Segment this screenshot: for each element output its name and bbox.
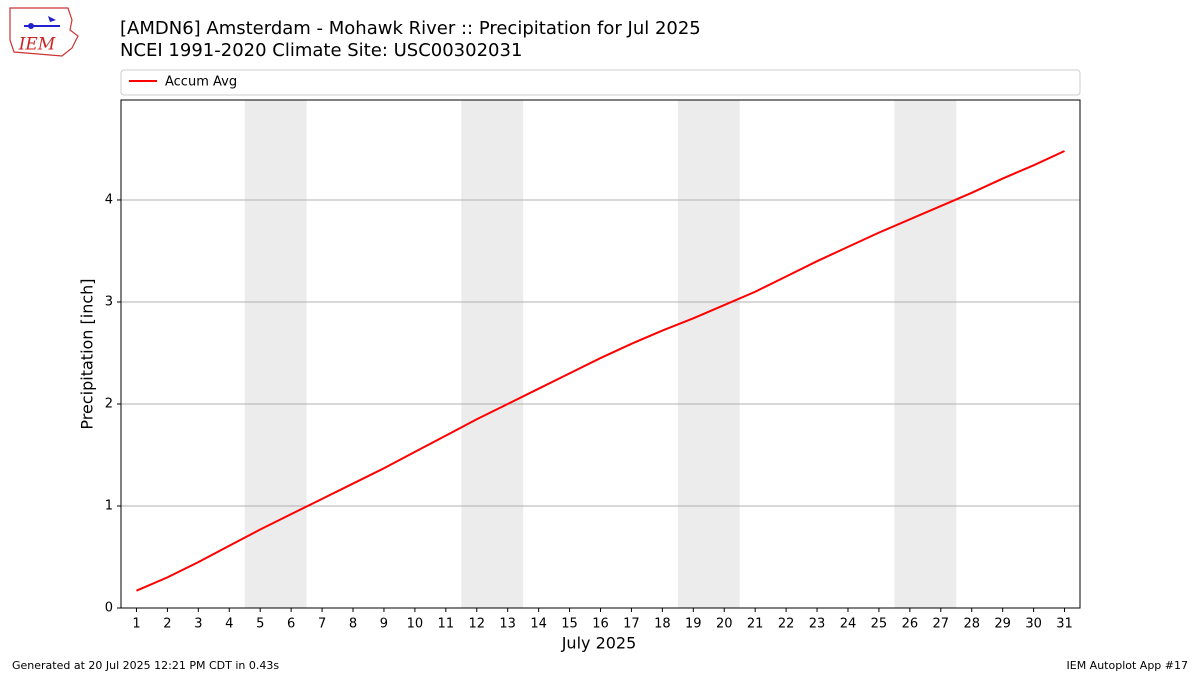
legend-label: Accum Avg (165, 75, 237, 90)
x-tick-label: 6 (287, 617, 295, 632)
series-line (136, 150, 1065, 592)
x-tick-label: 24 (840, 617, 857, 632)
x-tick-label: 4 (225, 617, 233, 632)
x-tick-label: 22 (778, 617, 795, 632)
x-tick-label: 29 (994, 617, 1011, 632)
x-tick-label: 15 (561, 617, 578, 632)
y-tick-label: 0 (105, 601, 113, 616)
x-tick-label: 16 (592, 617, 609, 632)
plot-frame (120, 99, 1081, 609)
x-tick-label: 17 (623, 617, 640, 632)
y-tick-label: 4 (105, 192, 113, 207)
x-tick-label: 21 (747, 617, 764, 632)
x-tick-label: 8 (349, 617, 357, 632)
y-tick-label: 1 (105, 498, 113, 513)
weekend-shade (677, 100, 740, 608)
x-tick-label: 10 (407, 617, 424, 632)
logo-text: IEM (18, 35, 56, 55)
x-tick-label: 13 (499, 617, 516, 632)
logo: IEM (9, 7, 79, 57)
y-tick-label: 3 (105, 294, 113, 309)
x-tick-label: 31 (1056, 617, 1073, 632)
x-tick-label: 25 (871, 617, 888, 632)
x-tick-label: 20 (716, 617, 733, 632)
footer-left: Generated at 20 Jul 2025 12:21 PM CDT in… (12, 659, 279, 672)
x-tick-label: 19 (685, 617, 702, 632)
x-tick-label: 26 (902, 617, 919, 632)
x-tick-label: 5 (256, 617, 264, 632)
x-tick-label: 18 (654, 617, 671, 632)
x-tick-label: 27 (933, 617, 950, 632)
weekend-shade (461, 100, 524, 608)
x-tick-label: 12 (468, 617, 485, 632)
y-tick-label: 2 (105, 396, 113, 411)
weekend-shade (894, 100, 957, 608)
weekend-shade (244, 100, 307, 608)
x-tick-label: 9 (380, 617, 388, 632)
y-axis-label: Precipitation [inch] (78, 278, 97, 429)
x-tick-label: 2 (163, 617, 171, 632)
x-tick-label: 30 (1025, 617, 1042, 632)
legend-box (120, 69, 1081, 96)
x-tick-label: 11 (438, 617, 455, 632)
x-tick-label: 23 (809, 617, 826, 632)
x-tick-label: 14 (530, 617, 547, 632)
chart-subtitle: NCEI 1991-2020 Climate Site: USC00302031 (120, 40, 522, 61)
chart-title: [AMDN6] Amsterdam - Mohawk River :: Prec… (120, 18, 701, 39)
x-axis-label: July 2025 (561, 634, 637, 653)
x-tick-label: 7 (318, 617, 326, 632)
footer-right: IEM Autoplot App #17 (1067, 659, 1189, 672)
x-tick-label: 28 (963, 617, 980, 632)
x-tick-label: 1 (132, 617, 140, 632)
x-tick-label: 3 (194, 617, 202, 632)
